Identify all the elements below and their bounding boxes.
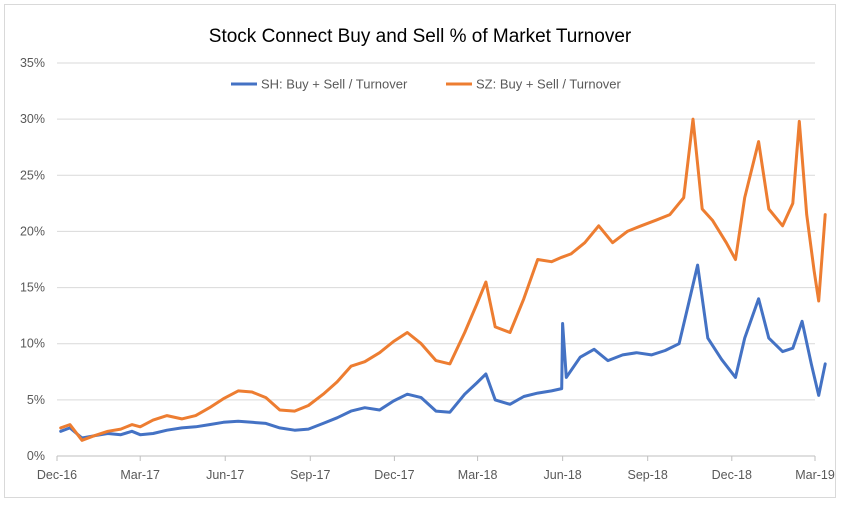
y-tick-label: 25% (20, 168, 45, 182)
series-line-sh (59, 263, 827, 440)
x-axis: Dec-16 Mar-17 Jun-17 Sep-17 Dec-17 Mar-18 Jun-… (37, 455, 835, 482)
x-tick-label: Sep-18 (628, 468, 668, 482)
series-line-sz (59, 117, 827, 442)
chart-title: Stock Connect Buy and Sell % of Market T… (209, 26, 632, 47)
legend-label: SZ: Buy + Sell / Turnover (476, 77, 622, 92)
chart-frame (4, 4, 836, 498)
y-tick-label: 5% (27, 393, 45, 407)
x-tick-label: Dec-16 (37, 468, 77, 482)
y-tick-label: 20% (20, 224, 45, 238)
y-tick-label: 30% (20, 112, 45, 126)
y-tick-label: 0% (27, 449, 45, 463)
x-tick-label: Dec-17 (374, 468, 414, 482)
legend: SH: Buy + Sell / Turnover SZ: Buy + Sell … (231, 77, 622, 92)
series-lines (59, 117, 827, 442)
x-tick-label: Jun-18 (544, 468, 582, 482)
y-tick-label: 35% (20, 56, 45, 70)
x-tick-label: Mar-18 (458, 468, 498, 482)
x-tick-label: Jun-17 (206, 468, 244, 482)
x-tick-label: Mar-19 (795, 468, 835, 482)
x-tick-label: Mar-17 (120, 468, 160, 482)
y-axis: 0% 5% 10% 15% 20% 25% 30% 35% (20, 56, 45, 463)
x-tick-label: Sep-17 (290, 468, 330, 482)
legend-label: SH: Buy + Sell / Turnover (261, 77, 408, 92)
y-tick-label: 15% (20, 281, 45, 295)
y-tick-label: 10% (20, 337, 45, 351)
gridlines (57, 62, 815, 457)
x-tick-label: Dec-18 (712, 468, 752, 482)
